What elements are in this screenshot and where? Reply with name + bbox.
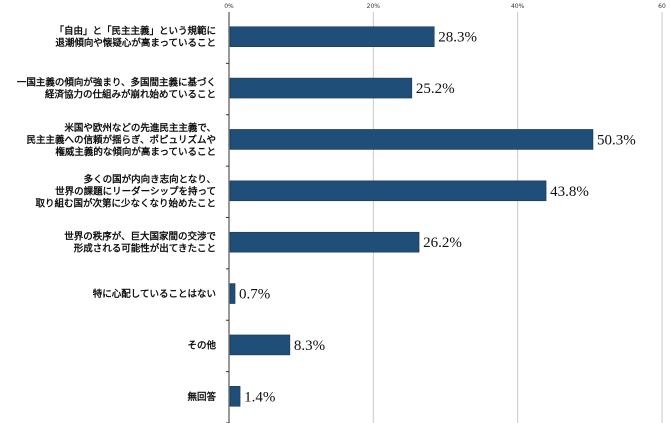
data-label: 0.7% xyxy=(239,287,270,303)
x-tick-label: 40% xyxy=(511,3,525,10)
bar xyxy=(229,334,291,356)
bar xyxy=(229,386,241,407)
bar xyxy=(229,231,420,253)
data-label: 25.2% xyxy=(416,81,455,97)
data-label: 26.2% xyxy=(423,235,462,251)
data-label: 43.8% xyxy=(550,184,589,200)
data-label: 8.3% xyxy=(294,338,325,354)
category-label: 米国や欧州などの先進民主主義で、 xyxy=(63,122,216,134)
x-tick-label: 60 xyxy=(658,3,666,10)
bar xyxy=(229,26,435,47)
data-label: 50.3% xyxy=(597,132,636,148)
data-label: 1.4% xyxy=(244,389,275,405)
category-label: 民主主義への信頼が揺らぎ、ポピュリズムや xyxy=(26,134,216,146)
category-label: 一国主義の傾向が強まり、多国間主義に基づく xyxy=(17,77,216,89)
category-label: 世界の課題にリーダーシップを持って xyxy=(55,185,216,197)
category-label: 形成される可能性が出てきたこと xyxy=(74,243,216,255)
bar xyxy=(229,77,413,99)
category-label: 経済協力の仕組みが崩れ始めていること xyxy=(45,89,216,101)
bar xyxy=(229,180,547,202)
data-label: 28.3% xyxy=(438,30,477,46)
category-label: 退潮傾向や懐疑心が高まっていること xyxy=(55,37,216,49)
category-label: 多くの国が内向き志向となり、 xyxy=(84,173,216,185)
x-tick-label: 20% xyxy=(367,3,381,10)
category-label: 権威主義的な傾向が高まっていること xyxy=(55,146,216,158)
category-label: 世界の秩序が、巨大国家間の交渉で xyxy=(64,231,216,243)
category-label: 取り組む国が次第に少なくなり始めたこと xyxy=(35,197,216,209)
bar xyxy=(229,283,236,304)
category-label: 「自由」と「民主主義」という規範に xyxy=(54,25,216,37)
category-label: その他 xyxy=(187,339,216,351)
category-label: 特に心配していることはない xyxy=(93,288,216,300)
category-label: 無回答 xyxy=(187,391,216,403)
bar xyxy=(229,129,594,150)
x-tick-label: 0% xyxy=(224,3,234,10)
